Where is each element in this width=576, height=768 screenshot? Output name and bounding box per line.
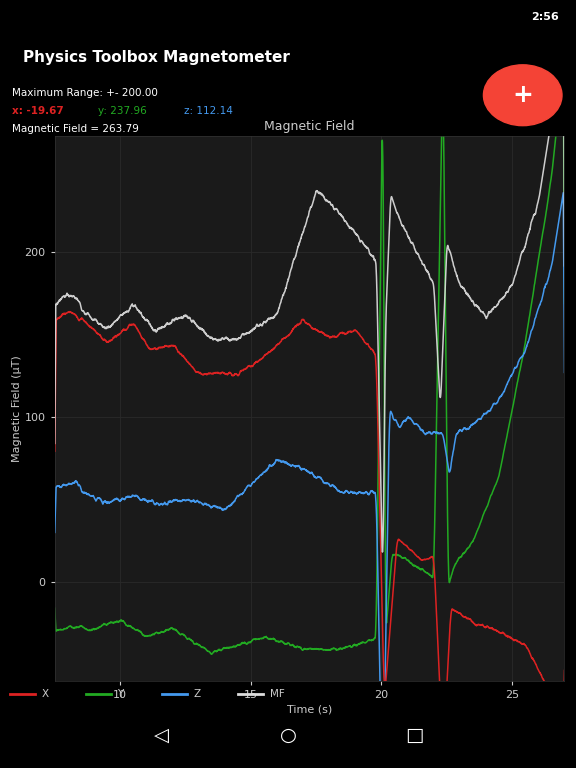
Text: z: 112.14: z: 112.14 <box>184 106 233 116</box>
X-axis label: Time (s): Time (s) <box>287 704 332 714</box>
Text: ○: ○ <box>279 726 297 744</box>
Text: MF: MF <box>270 689 285 700</box>
Text: Magnetic Field = 263.79: Magnetic Field = 263.79 <box>12 124 138 134</box>
Circle shape <box>483 65 562 126</box>
Text: x: -19.67: x: -19.67 <box>12 106 63 116</box>
Text: X: X <box>41 689 48 700</box>
Text: +: + <box>512 83 533 108</box>
Text: Y: Y <box>118 689 124 700</box>
Text: ◁: ◁ <box>154 726 169 744</box>
Text: □: □ <box>406 726 424 744</box>
Text: Maximum Range: +- 200.00: Maximum Range: +- 200.00 <box>12 88 157 98</box>
Title: Magnetic Field: Magnetic Field <box>264 121 355 134</box>
Text: Physics Toolbox Magnetometer: Physics Toolbox Magnetometer <box>23 50 290 65</box>
Text: Z: Z <box>194 689 200 700</box>
Y-axis label: Magnetic Field (µT): Magnetic Field (µT) <box>12 356 22 462</box>
Text: 2:56: 2:56 <box>531 12 559 22</box>
Text: y: 237.96: y: 237.96 <box>98 106 147 116</box>
